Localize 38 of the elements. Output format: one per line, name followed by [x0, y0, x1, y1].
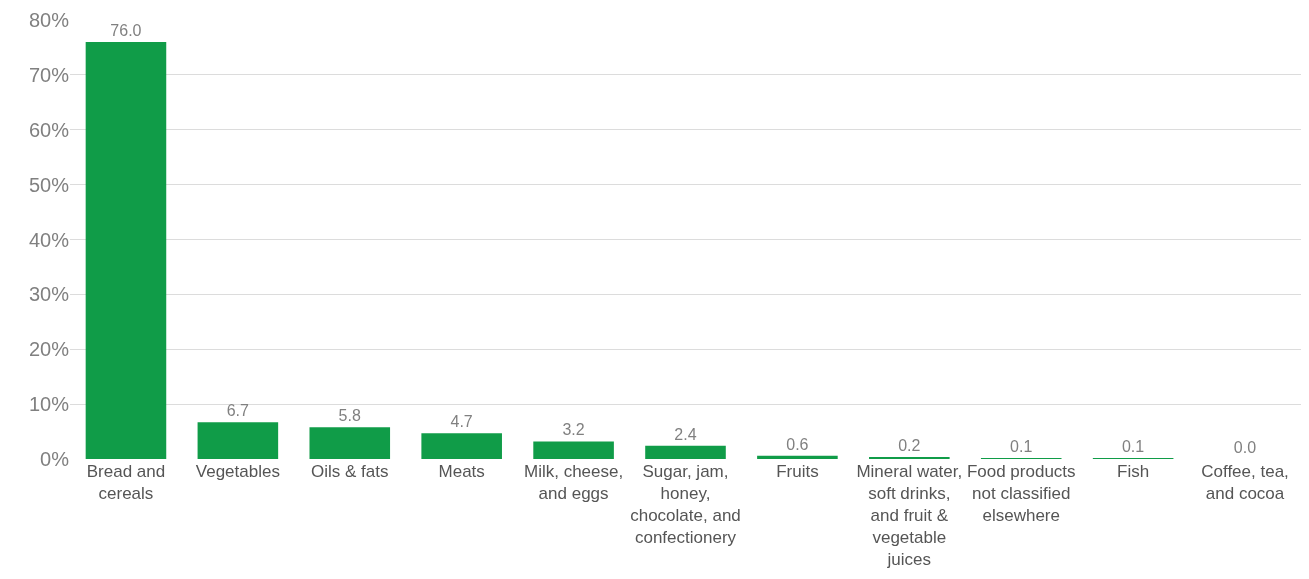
y-tick-label: 10% — [28, 393, 70, 416]
y-tick-label: 60% — [28, 118, 70, 141]
bar — [757, 455, 838, 459]
y-tick-label: 20% — [28, 338, 70, 361]
x-tick-label: Meats — [438, 462, 485, 481]
y-tick-label: 70% — [28, 63, 70, 86]
bar — [309, 427, 391, 459]
data-label: 6.7 — [226, 402, 250, 420]
data-label: 2.4 — [674, 425, 697, 443]
bar — [421, 433, 502, 459]
x-tick-label: Fruits — [776, 462, 819, 481]
data-label: 0.2 — [898, 437, 921, 454]
x-tick-label: Bread and cereals — [86, 462, 166, 504]
data-label: 0.0 — [1233, 439, 1257, 456]
y-tick-label: 40% — [28, 228, 70, 251]
y-tick-label: 0% — [40, 448, 70, 470]
data-label: 0.6 — [786, 435, 809, 453]
x-tick-label: Coffee, tea, and cocoa — [1201, 462, 1289, 504]
bar — [197, 422, 279, 459]
x-tick-label: Sugar, jam, honey, chocolate, and confectionery — [630, 462, 741, 548]
x-tick-label: Oils & fats — [311, 462, 389, 481]
data-label: 0.1 — [1010, 438, 1033, 455]
y-tick-label: 30% — [28, 283, 70, 306]
y-tick-label: 50% — [28, 173, 70, 196]
data-label: 0.1 — [1121, 438, 1145, 455]
x-tick-label: Milk, cheese, and eggs — [523, 462, 624, 504]
x-tick-label: Mineral water, soft drinks, and fruit & vegetable juices — [856, 462, 963, 570]
bar — [533, 441, 614, 459]
bar — [645, 445, 726, 459]
y-tick-label: 80% — [28, 9, 70, 31]
data-label: 4.7 — [450, 413, 473, 431]
bar — [85, 41, 167, 459]
x-tick-label: Food products not classified elsewhere — [966, 462, 1076, 526]
x-tick-label: Fish — [1117, 462, 1150, 481]
data-label: 5.8 — [338, 407, 361, 425]
data-label: 76.0 — [110, 21, 142, 39]
x-tick-label: Vegetables — [195, 462, 280, 481]
data-label: 3.2 — [562, 421, 585, 439]
